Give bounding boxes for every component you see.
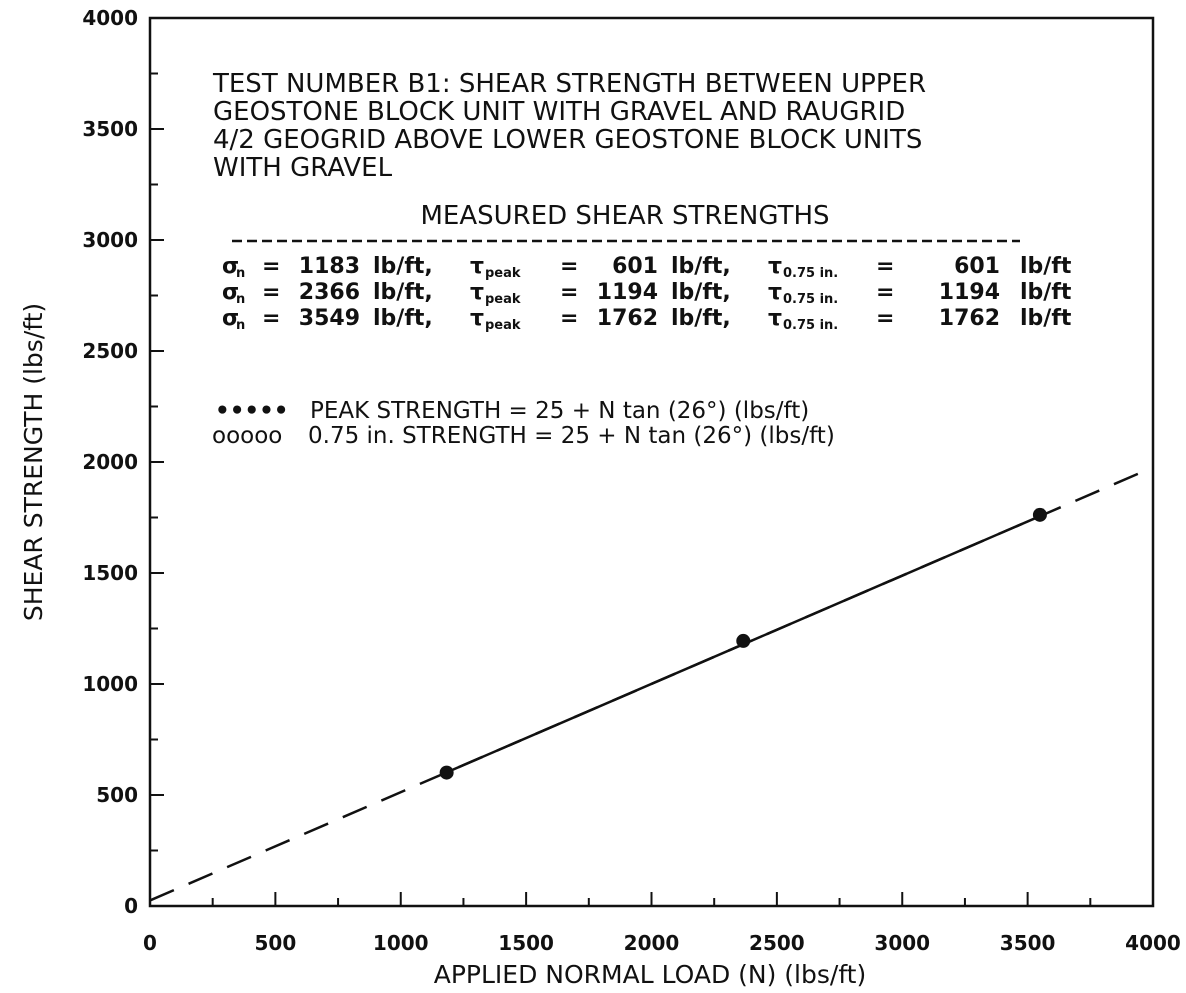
x-tick-label: 1000 <box>373 931 429 955</box>
title-line-1: TEST NUMBER B1: SHEAR STRENGTH BETWEEN U… <box>212 69 926 99</box>
tau-075-value: 1194 <box>939 280 1000 305</box>
x-tick-label: 1500 <box>498 931 554 955</box>
unit-label: lb/ft, <box>373 280 433 305</box>
sigma-n-value: 1183 <box>299 254 360 279</box>
chart-title: TEST NUMBER B1: SHEAR STRENGTH BETWEEN U… <box>212 69 926 183</box>
legend-marker-075: ooooo <box>212 423 282 449</box>
legend: ••••• PEAK STRENGTH = 25 + N tan (26°) (… <box>212 398 835 449</box>
table-rows: σn = 1183 lb/ft, τ peak = 601 lb/ft, τ 0.75 in. = 60… <box>222 254 1072 333</box>
y-tick-label: 2000 <box>82 450 138 474</box>
data-point <box>1032 507 1047 522</box>
title-line-3: 4/2 GEOGRID ABOVE LOWER GEOSTONE BLOCK U… <box>213 125 922 155</box>
x-axis-title: APPLIED NORMAL LOAD (N) (lbs/ft) <box>434 960 867 989</box>
tau-symbol: τ <box>470 280 484 305</box>
y-tick-label: 3000 <box>82 228 138 252</box>
sigma-subscript: n <box>236 292 245 307</box>
y-tick-label: 1500 <box>82 561 138 585</box>
equals-sign: = <box>560 280 578 305</box>
equals-sign: = <box>262 280 280 305</box>
tau-peak-subscript: peak <box>485 318 521 333</box>
unit-label: lb/ft, <box>671 280 731 305</box>
tau-peak-value: 1762 <box>597 306 658 331</box>
x-tick-label: 0 <box>143 931 157 955</box>
data-point <box>736 633 751 648</box>
unit-label: lb/ft, <box>373 306 433 331</box>
unit-label: lb/ft <box>1020 254 1072 279</box>
table-heading: MEASURED SHEAR STRENGTHS <box>420 201 829 231</box>
equals-sign: = <box>262 254 280 279</box>
x-tick-label: 3500 <box>1000 931 1056 955</box>
tau-075-subscript: 0.75 in. <box>783 318 838 333</box>
sigma-n-value: 2366 <box>299 280 360 305</box>
x-tick-label: 4000 <box>1125 931 1181 955</box>
sigma-subscript: n <box>236 318 245 333</box>
sigma-symbol: σ <box>222 306 239 331</box>
tau-symbol: τ <box>768 254 782 279</box>
tau-075-value: 1762 <box>939 306 1000 331</box>
unit-label: lb/ft, <box>373 254 433 279</box>
unit-label: lb/ft, <box>671 254 731 279</box>
unit-label: lb/ft, <box>671 306 731 331</box>
legend-marker-peak: ••••• <box>215 398 289 424</box>
tau-075-subscript: 0.75 in. <box>783 292 838 307</box>
x-tick-label: 3000 <box>874 931 930 955</box>
measured-strength-table: MEASURED SHEAR STRENGTHS σn = 1183 lb/ft, τ p… <box>222 201 1072 333</box>
x-tick-label: 2500 <box>749 931 805 955</box>
tau-symbol: τ <box>768 280 782 305</box>
tau-symbol: τ <box>470 306 484 331</box>
sigma-symbol: σ <box>222 280 239 305</box>
equals-sign: = <box>876 280 894 305</box>
sigma-symbol: σ <box>222 254 239 279</box>
y-axis-title: SHEAR STRENGTH (lbs/ft) <box>19 303 48 621</box>
unit-label: lb/ft <box>1020 280 1072 305</box>
sigma-n-value: 3549 <box>299 306 360 331</box>
legend-label-peak: PEAK STRENGTH = 25 + N tan (26°) (lbs/ft… <box>310 398 809 424</box>
y-tick-label: 0 <box>124 894 138 918</box>
tau-075-value: 601 <box>954 254 1000 279</box>
title-line-2: GEOSTONE BLOCK UNIT WITH GRAVEL AND RAUG… <box>213 97 905 127</box>
fit-lines <box>149 466 1154 902</box>
x-tick-label: 2000 <box>624 931 680 955</box>
equals-sign: = <box>560 254 578 279</box>
y-tick-label: 2500 <box>82 339 138 363</box>
tau-symbol: τ <box>470 254 484 279</box>
unit-label: lb/ft <box>1020 306 1072 331</box>
x-axis-ticks: 0 500 1000 1500 2000 2500 3000 3500 4000 <box>143 892 1181 955</box>
y-tick-label: 4000 <box>82 6 138 30</box>
equals-sign: = <box>560 306 578 331</box>
tau-peak-value: 1194 <box>597 280 658 305</box>
equals-sign: = <box>876 306 894 331</box>
title-line-4: WITH GRAVEL <box>213 153 393 183</box>
tau-peak-subscript: peak <box>485 266 521 281</box>
y-axis-ticks: 0 500 1000 1500 2000 2500 3000 3500 4000 <box>82 6 164 918</box>
data-point <box>439 765 454 780</box>
tau-symbol: τ <box>768 306 782 331</box>
tau-peak-subscript: peak <box>485 292 521 307</box>
data-points <box>439 507 1047 780</box>
x-tick-label: 500 <box>255 931 297 955</box>
y-tick-label: 1000 <box>82 672 138 696</box>
tau-075-subscript: 0.75 in. <box>783 266 838 281</box>
y-tick-label: 3500 <box>82 117 138 141</box>
equals-sign: = <box>262 306 280 331</box>
legend-label-075: 0.75 in. STRENGTH = 25 + N tan (26°) (lb… <box>308 423 835 449</box>
tau-peak-value: 601 <box>612 254 658 279</box>
equals-sign: = <box>876 254 894 279</box>
sigma-subscript: n <box>236 266 245 281</box>
y-tick-label: 500 <box>96 783 138 807</box>
